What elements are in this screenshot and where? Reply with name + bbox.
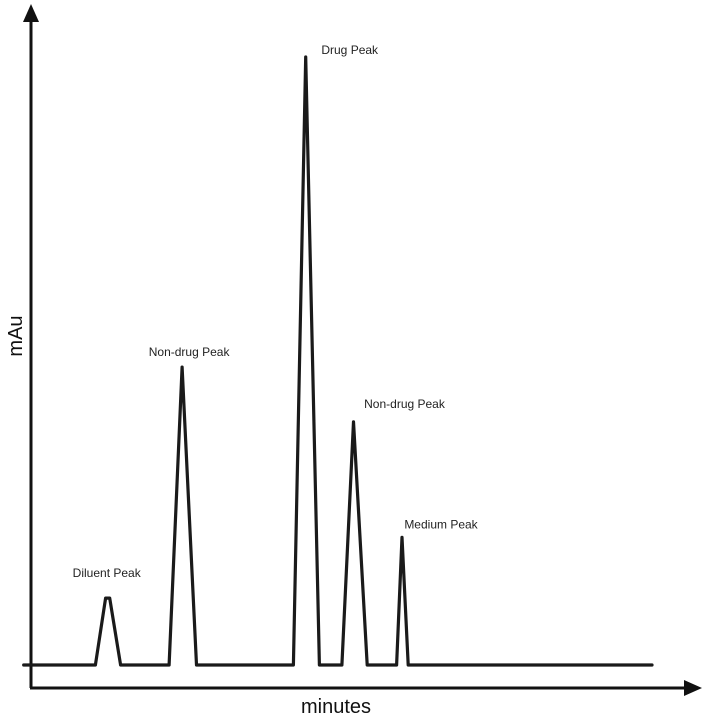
chromatogram-trace: [22, 55, 654, 667]
peak-label-5: Medium Peak: [404, 517, 478, 531]
peak-labels: Diluent Peak Non-drug Peak Drug Peak Non-dr…: [73, 43, 479, 580]
x-axis-arrowhead: [684, 680, 702, 696]
peak-label-2: Non-drug Peak: [149, 345, 231, 359]
axes: [23, 4, 702, 696]
y-axis-title: mAu: [5, 315, 27, 356]
peak-label-1: Diluent Peak: [73, 566, 142, 580]
peak-label-4: Non-drug Peak: [364, 397, 446, 411]
peak-label-3: Drug Peak: [321, 43, 379, 57]
x-axis-title: minutes: [301, 696, 371, 718]
y-axis-arrowhead: [23, 4, 39, 22]
